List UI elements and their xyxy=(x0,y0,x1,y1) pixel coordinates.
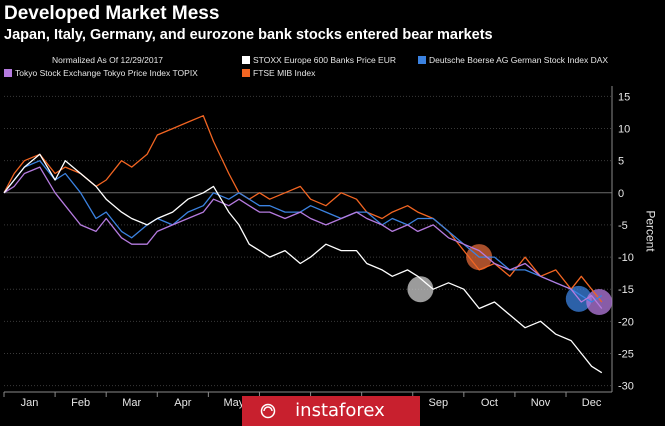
x-tick-label: Mar xyxy=(122,397,141,409)
y-tick-label: -30 xyxy=(618,381,634,393)
x-tick-label: Oct xyxy=(481,397,498,409)
legend-item-stoxx: STOXX Europe 600 Banks Price EUR xyxy=(242,55,396,65)
y-tick-label: -10 xyxy=(618,252,634,264)
legend-swatch-ftse xyxy=(242,69,250,77)
series-line-1 xyxy=(3,160,603,303)
x-tick-label: Nov xyxy=(531,397,551,409)
y-axis-label: Percent xyxy=(643,210,658,252)
legend-swatch-topix xyxy=(4,69,12,77)
legend-label-dax: Deutsche Boerse AG German Stock Index DA… xyxy=(429,55,609,65)
x-tick-label: Dec xyxy=(582,397,602,409)
y-axis-label-wrap: Percent xyxy=(630,210,660,251)
y-tick-label: -15 xyxy=(618,284,634,296)
legend-item-dax: Deutsche Boerse AG German Stock Index DA… xyxy=(418,55,608,65)
legend-label-topix: Tokyo Stock Exchange Tokyo Price Index T… xyxy=(15,68,198,78)
legend-swatch-stoxx xyxy=(242,56,250,64)
y-tick-label: -20 xyxy=(618,316,634,328)
watermark-logo-icon xyxy=(260,403,276,419)
x-tick-label: Apr xyxy=(174,397,191,409)
y-tick-label: -5 xyxy=(618,220,628,232)
y-tick-label: 10 xyxy=(618,124,630,136)
legend-label-ftse: FTSE MIB Index xyxy=(253,68,316,78)
legend-item-topix: Tokyo Stock Exchange Tokyo Price Index T… xyxy=(4,68,198,78)
y-tick-label: 5 xyxy=(618,156,624,168)
legend-swatch-dax xyxy=(418,56,426,64)
series-line-2 xyxy=(3,166,603,309)
highlight-marker xyxy=(407,276,434,303)
y-tick-label: 0 xyxy=(618,188,624,200)
x-tick-label: Feb xyxy=(71,397,90,409)
chart-subtitle: Japan, Italy, Germany, and eurozone bank… xyxy=(4,27,493,43)
legend-item-ftse: FTSE MIB Index xyxy=(242,68,315,78)
series-line-0 xyxy=(3,153,603,374)
x-tick-label: May xyxy=(224,397,245,409)
watermark-text: instaforex xyxy=(295,400,385,421)
y-tick-label: 15 xyxy=(618,91,630,103)
normalization-note: Normalized As Of 12/29/2017 xyxy=(52,55,164,65)
highlight-marker xyxy=(586,289,613,316)
x-tick-label: Sep xyxy=(428,397,448,409)
series-line-3 xyxy=(3,115,603,303)
legend-label-stoxx: STOXX Europe 600 Banks Price EUR xyxy=(253,55,396,65)
chart-title: Developed Market Mess xyxy=(4,3,220,24)
x-tick-label: Jan xyxy=(21,397,39,409)
y-tick-label: -25 xyxy=(618,348,634,360)
